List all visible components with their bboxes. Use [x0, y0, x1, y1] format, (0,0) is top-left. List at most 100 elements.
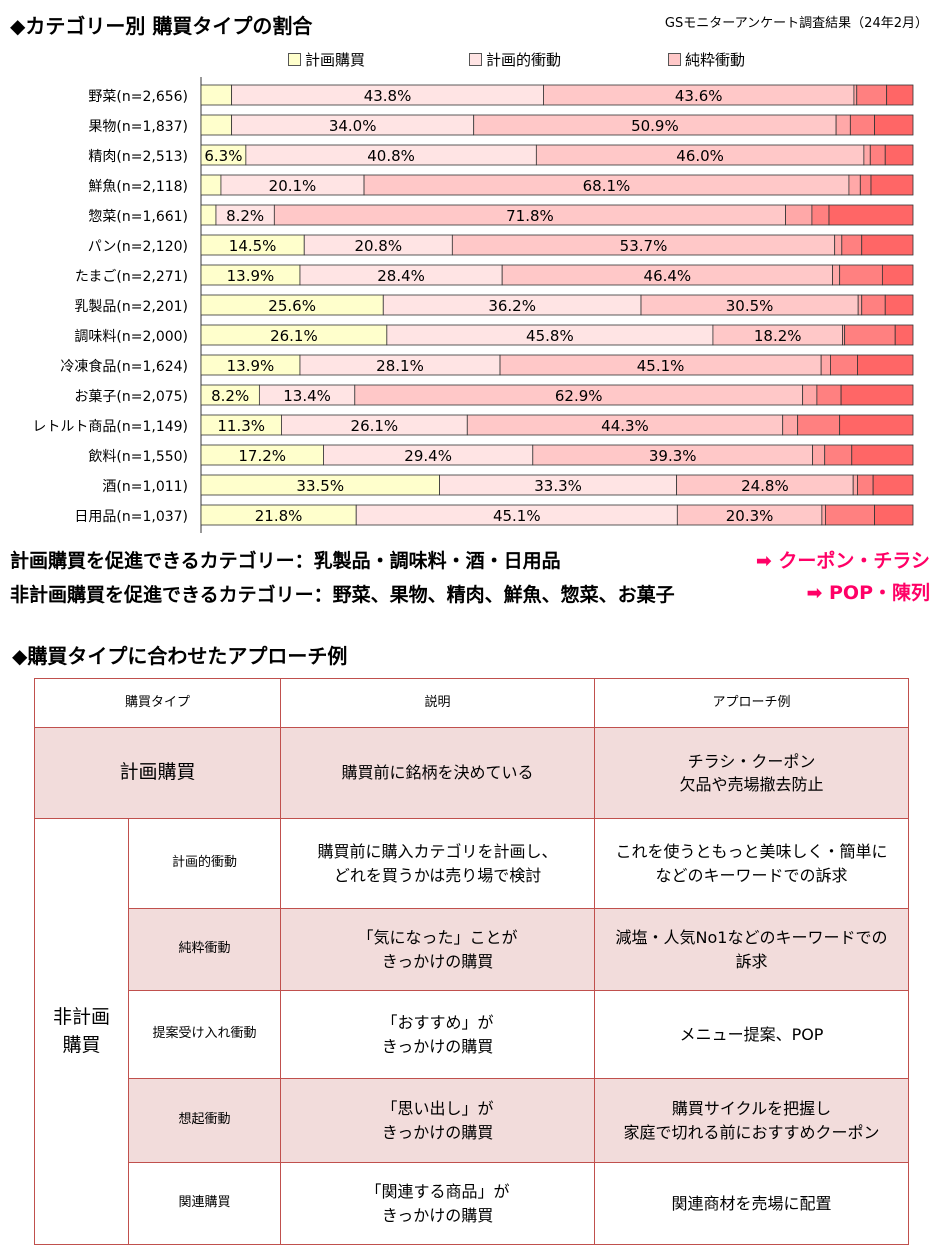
bar-segment-other-2 [811, 204, 830, 226]
bar-data-label: 18.2% [754, 327, 802, 345]
bar-segment-other-2 [849, 114, 875, 136]
legend-label-pure-impulse: 純粋衝動 [685, 51, 746, 69]
bar-segment-other-2 [816, 384, 842, 406]
bar-segment-other-1 [832, 264, 841, 286]
bar-segment-other-3 [857, 354, 914, 376]
bar-data-label: 26.1% [270, 327, 318, 345]
chart-title: ◆カテゴリー別 購買タイプの割合 [10, 14, 313, 38]
category-label: 日用品(n=1,037) [74, 509, 188, 525]
bar-data-label: 46.0% [676, 147, 724, 165]
bar-segment-other-3 [872, 474, 914, 496]
cell-desc-line1: 「思い出し」が [381, 1099, 494, 1119]
bar-row: 14.5% 20.8% 53.7% [200, 234, 914, 256]
bar-row: 8.2% 71.8% [200, 204, 914, 226]
cell-approach-line1: 減塩・人気No1などのキーワードでの [615, 928, 888, 948]
table-row: 提案受け入れ衝動 「おすすめ」が きっかけの購買 メニュー提案、POP [35, 990, 910, 1079]
survey-note: GSモニターアンケート調査結果（24年2月） [664, 16, 928, 31]
legend-swatch-plan [288, 53, 301, 66]
cell-desc-line1: 「おすすめ」が [381, 1013, 494, 1033]
bar-row: 26.1% 45.8% 18.2% [200, 324, 914, 346]
bar-segment-other-1 [852, 474, 858, 496]
bar-data-label: 44.3% [601, 417, 649, 435]
cell-desc-line1: 「気になった」ことが [357, 928, 518, 948]
bar-data-label: 71.8% [506, 207, 554, 225]
cell-desc: 「おすすめ」が きっかけの購買 [280, 990, 596, 1079]
bar-segment-other-2 [869, 144, 886, 166]
cell-desc-line2: どれを買うかは売り場で検討 [333, 865, 542, 885]
bar-segment-other-3 [870, 174, 914, 196]
bar-segment-other-1 [863, 144, 871, 166]
cell-approach: 購買サイクルを把握し 家庭で切れる前におすすめクーポン [594, 1078, 910, 1163]
bar-row: 17.2% 29.4% 39.3% [200, 444, 914, 466]
bar-data-label: 28.4% [377, 267, 425, 285]
cell-desc-line2: きっかけの購買 [381, 951, 494, 971]
bar-data-label: 17.2% [238, 447, 286, 465]
bar-row: 13.9% 28.1% 45.1% [200, 354, 914, 376]
bar-data-label: 14.5% [229, 237, 277, 255]
bar-data-label: 45.8% [526, 327, 574, 345]
summary-arrow-2: ➡ POP・陳列 [806, 582, 930, 604]
category-label: 惣菜(n=1,661) [88, 209, 188, 225]
bar-segment-other-1 [820, 354, 831, 376]
category-label: レトルト商品(n=1,149) [32, 419, 188, 435]
table-row: 関連購買 「関連する商品」が きっかけの購買 関連商材を売場に配置 [35, 1162, 910, 1245]
bar-data-label: 29.4% [404, 447, 452, 465]
bar-segment-other-1 [834, 234, 843, 256]
bar-row: 13.9% 28.4% 46.4% [200, 264, 914, 286]
table-row: 非計画 購買 計画的衝動 購買前に購入カテゴリを計画し、 どれを買うかは売り場で… [34, 818, 910, 1245]
bar-segment-other-3 [861, 234, 914, 256]
table-row: 純粋衝動 「気になった」ことが きっかけの購買 減塩・人気No1などのキーワード… [35, 908, 910, 991]
stacked-bar-chart: 43.8% 43.6% 34.0% 50.9% 6.3% 40.8% 46.0% 20.1% 6… [200, 77, 914, 533]
cell-type: 計画的衝動 [127, 818, 282, 909]
cell-type: 関連購買 [127, 1162, 282, 1245]
bar-segment-other-3 [886, 84, 914, 106]
bar-segment-other-1 [812, 444, 826, 466]
summary-line-1: 計画購買を促進できるカテゴリー：乳製品・調味料・酒・日用品 [10, 550, 561, 572]
bar-data-label: 45.1% [637, 357, 685, 375]
bar-data-label: 28.1% [376, 357, 424, 375]
legend-item-pure-impulse: 純粋衝動 [668, 49, 745, 70]
bar-data-label: 20.8% [354, 237, 402, 255]
cell-plan-approach-line2: 欠品や売場撤去防止 [679, 775, 824, 794]
approach-table: 購買タイプ 説明 アプローチ例 計画購買 購買前に銘柄を決めている チラシ・クー… [33, 678, 910, 1245]
bar-data-label: 11.3% [217, 417, 265, 435]
bar-row: 21.8% 45.1% 20.3% [200, 504, 914, 526]
cell-desc-line2: きっかけの購買 [381, 1205, 494, 1225]
bar-data-label: 8.2% [211, 387, 249, 405]
bar-segment-other-3 [839, 414, 914, 436]
bar-segment-other-1 [848, 174, 861, 196]
bar-row: 33.5% 33.3% 24.8% [200, 474, 914, 496]
category-label: 鮮魚(n=2,118) [88, 179, 188, 195]
bar-row: 11.3% 26.1% 44.3% [200, 414, 914, 436]
category-label: 調味料(n=2,000) [74, 329, 188, 345]
bar-data-label: 20.3% [726, 507, 774, 525]
bar-row: 34.0% 50.9% [200, 114, 914, 136]
cell-desc-line1: 購買前に購入カテゴリを計画し、 [317, 842, 558, 862]
cell-approach-line1: メニュー提案、POP [679, 1024, 824, 1044]
bar-segment-other-2 [844, 324, 896, 346]
bar-segment-other-3 [884, 144, 914, 166]
bar-segment-other-2 [824, 444, 853, 466]
cell-plan-approach: チラシ・クーポン 欠品や売場撤去防止 [594, 727, 910, 819]
bar-segment-other-2 [861, 294, 886, 316]
bar-data-label: 13.9% [227, 357, 275, 375]
table-row: 想起衝動 「思い出し」が きっかけの購買 購買サイクルを把握し 家庭で切れる前に… [35, 1078, 910, 1163]
bar-segment-other-1 [857, 294, 863, 316]
bar-data-label: 20.1% [269, 177, 317, 195]
bar-segment-other-3 [851, 444, 914, 466]
cell-plan-type: 計画購買 [33, 727, 282, 819]
category-label: 精肉(n=2,513) [88, 149, 188, 165]
bar-segment-other-3 [884, 294, 914, 316]
bar-data-label: 30.5% [726, 297, 774, 315]
header-approach: アプローチ例 [594, 678, 910, 728]
bar-data-label: 53.7% [620, 237, 668, 255]
legend-label-plan: 計画購買 [305, 51, 366, 69]
bar-segment-other-1 [835, 114, 851, 136]
bar-data-label: 34.0% [329, 117, 377, 135]
bar-data-label: 13.4% [283, 387, 331, 405]
cell-desc: 「思い出し」が きっかけの購買 [280, 1078, 596, 1163]
bar-segment-other-2 [841, 234, 863, 256]
bar-segment-other-3 [881, 264, 914, 286]
cell-type: 純粋衝動 [127, 908, 282, 991]
bar-data-label: 62.9% [555, 387, 603, 405]
